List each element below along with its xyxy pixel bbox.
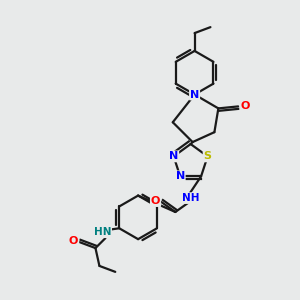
Text: N: N <box>176 171 185 181</box>
Text: N: N <box>169 152 178 161</box>
Text: S: S <box>204 152 212 161</box>
Text: HN: HN <box>94 227 111 237</box>
Text: N: N <box>190 89 199 100</box>
Text: O: O <box>69 236 78 246</box>
Text: O: O <box>151 196 160 206</box>
Text: NH: NH <box>182 193 200 203</box>
Text: O: O <box>240 101 250 111</box>
